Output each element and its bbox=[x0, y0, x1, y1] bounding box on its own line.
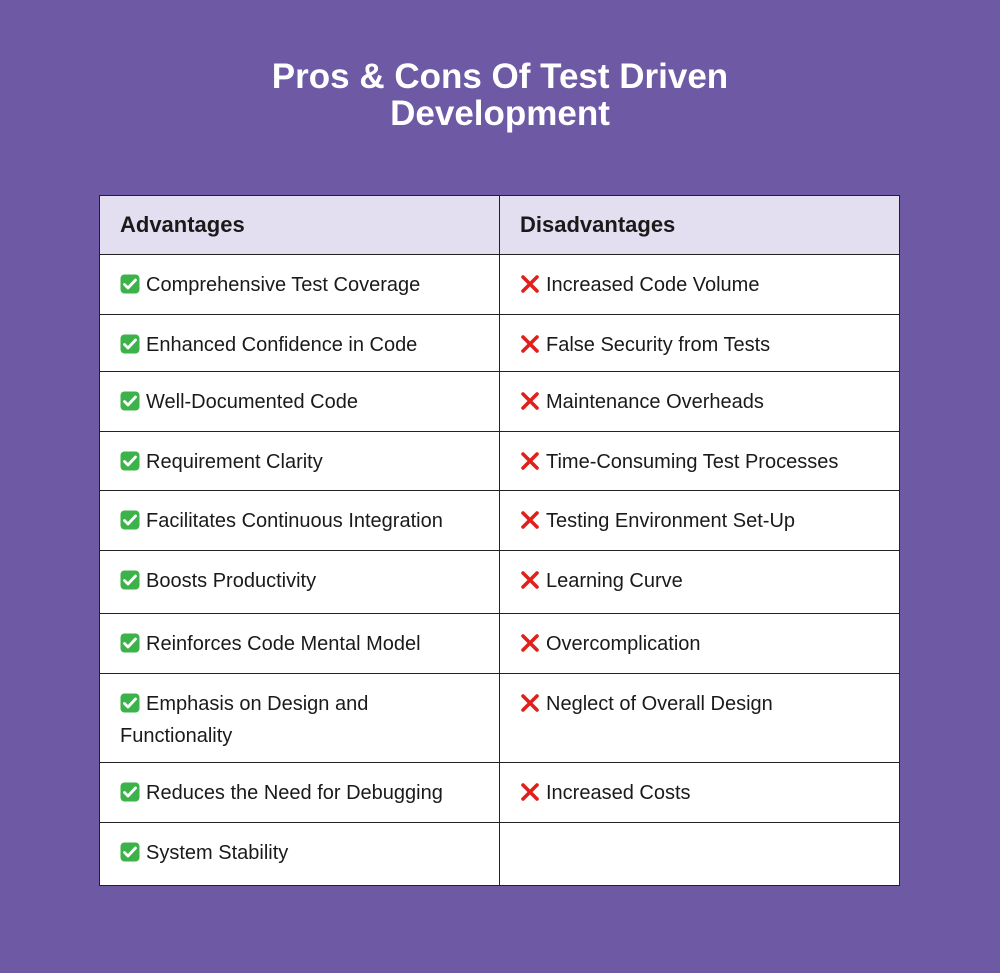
advantage-cell: Comprehensive Test Coverage bbox=[99, 254, 500, 315]
advantage-cell: Emphasis on Design and Functionality bbox=[99, 673, 500, 763]
advantage-cell: Well-Documented Code bbox=[99, 371, 500, 432]
disadvantage-cell: Increased Costs bbox=[499, 762, 900, 823]
header-advantages: Advantages bbox=[99, 195, 500, 255]
check-box-icon bbox=[120, 391, 140, 411]
page-title: Pros & Cons Of Test Driven Development bbox=[271, 57, 729, 133]
check-box-icon bbox=[120, 570, 140, 590]
table-row: Reinforces Code Mental Model Overcomplica… bbox=[99, 613, 900, 674]
disadvantage-cell: Learning Curve bbox=[499, 550, 900, 614]
disadvantage-text: Neglect of Overall Design bbox=[546, 693, 773, 715]
check-box-icon bbox=[120, 274, 140, 294]
check-box-icon bbox=[120, 633, 140, 653]
pros-cons-table: Advantages Disadvantages Comprehensive T… bbox=[99, 195, 900, 886]
disadvantage-cell: Maintenance Overheads bbox=[499, 371, 900, 432]
disadvantage-cell bbox=[499, 822, 900, 886]
cross-icon bbox=[521, 783, 539, 801]
cross-icon bbox=[521, 335, 539, 353]
advantage-cell: Reinforces Code Mental Model bbox=[99, 613, 500, 674]
table-header-row: Advantages Disadvantages bbox=[99, 195, 900, 255]
check-box-icon bbox=[120, 334, 140, 354]
advantage-cell: Requirement Clarity bbox=[99, 431, 500, 491]
cross-icon bbox=[521, 392, 539, 410]
disadvantage-text: Learning Curve bbox=[546, 570, 683, 592]
header-disadvantages: Disadvantages bbox=[499, 195, 900, 255]
disadvantage-cell: Testing Environment Set-Up bbox=[499, 490, 900, 551]
disadvantage-text: Increased Code Volume bbox=[546, 274, 760, 296]
check-box-icon bbox=[120, 451, 140, 471]
advantage-text: System Stability bbox=[146, 842, 289, 864]
table-row: System Stability bbox=[99, 822, 900, 886]
check-box-icon bbox=[120, 782, 140, 802]
disadvantage-cell: False Security from Tests bbox=[499, 314, 900, 372]
cross-icon bbox=[521, 694, 539, 712]
cross-icon bbox=[521, 452, 539, 470]
table-row: Reduces the Need for Debugging Increased … bbox=[99, 762, 900, 823]
disadvantage-cell: Increased Code Volume bbox=[499, 254, 900, 315]
advantage-text: Comprehensive Test Coverage bbox=[146, 274, 421, 296]
cross-icon bbox=[521, 571, 539, 589]
advantage-cell: Boosts Productivity bbox=[99, 550, 500, 614]
disadvantage-text: Testing Environment Set-Up bbox=[546, 510, 796, 532]
table-row: Comprehensive Test Coverage Increased Cod… bbox=[99, 254, 900, 315]
advantage-text: Boosts Productivity bbox=[146, 570, 317, 592]
disadvantage-cell: Time-Consuming Test Processes bbox=[499, 431, 900, 491]
advantage-text: Enhanced Confidence in Code bbox=[146, 334, 418, 356]
check-box-icon bbox=[120, 693, 140, 713]
advantage-cell: System Stability bbox=[99, 822, 500, 886]
check-box-icon bbox=[120, 510, 140, 530]
advantage-text: Facilitates Continuous Integration bbox=[146, 510, 443, 532]
cross-icon bbox=[521, 275, 539, 293]
check-box-icon bbox=[120, 842, 140, 862]
table-row: Well-Documented Code Maintenance Overhead… bbox=[99, 371, 900, 432]
advantage-text: Emphasis on Design and Functionality bbox=[120, 693, 369, 747]
cross-icon bbox=[521, 634, 539, 652]
disadvantage-text: False Security from Tests bbox=[546, 334, 771, 356]
table-row: Enhanced Confidence in Code False Securit… bbox=[99, 314, 900, 372]
disadvantage-text: Maintenance Overheads bbox=[546, 391, 764, 413]
table-row: Boosts Productivity Learning Curve bbox=[99, 550, 900, 614]
advantage-text: Reinforces Code Mental Model bbox=[146, 633, 421, 655]
advantage-cell: Facilitates Continuous Integration bbox=[99, 490, 500, 551]
cross-icon bbox=[521, 511, 539, 529]
advantage-cell: Reduces the Need for Debugging bbox=[99, 762, 500, 823]
disadvantage-cell: Neglect of Overall Design bbox=[499, 673, 900, 763]
table-row: Requirement Clarity Time-Consuming Test P… bbox=[99, 431, 900, 491]
disadvantage-text: Increased Costs bbox=[546, 782, 691, 804]
disadvantage-text: Overcomplication bbox=[546, 633, 701, 655]
advantage-text: Requirement Clarity bbox=[146, 451, 323, 473]
advantage-cell: Enhanced Confidence in Code bbox=[99, 314, 500, 372]
advantage-text: Well-Documented Code bbox=[146, 391, 358, 413]
disadvantage-text: Time-Consuming Test Processes bbox=[546, 451, 839, 473]
advantage-text: Reduces the Need for Debugging bbox=[146, 782, 443, 804]
table-row: Emphasis on Design and Functionality Negl… bbox=[99, 673, 900, 763]
disadvantage-cell: Overcomplication bbox=[499, 613, 900, 674]
table-row: Facilitates Continuous Integration Testin… bbox=[99, 490, 900, 551]
